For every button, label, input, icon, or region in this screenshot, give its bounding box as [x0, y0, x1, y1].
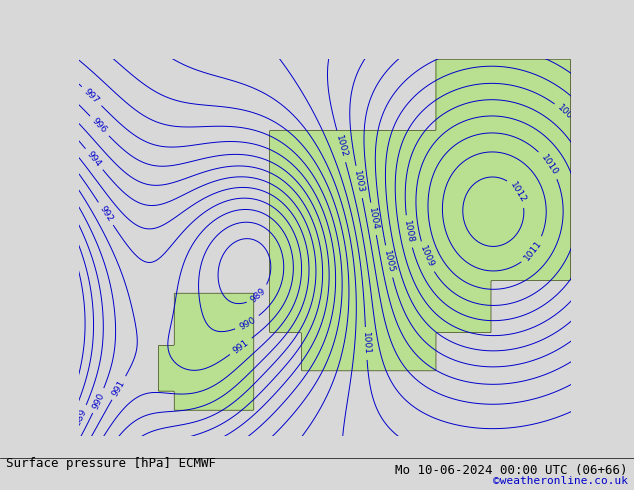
Text: 977: 977	[0, 236, 11, 255]
Text: 986: 986	[0, 150, 15, 169]
Text: 996: 996	[90, 117, 108, 135]
Text: 980: 980	[21, 374, 36, 394]
Text: 993: 993	[88, 459, 105, 478]
Text: 997: 997	[82, 87, 101, 105]
Text: 981: 981	[3, 421, 20, 440]
Text: 1010: 1010	[539, 152, 559, 177]
Text: ©weatheronline.co.uk: ©weatheronline.co.uk	[493, 476, 628, 486]
Text: Surface pressure [hPa] ECMWF: Surface pressure [hPa] ECMWF	[6, 457, 216, 469]
Text: 989: 989	[249, 286, 268, 304]
Text: 984: 984	[16, 191, 33, 210]
Text: 974: 974	[0, 340, 8, 358]
Text: 1006: 1006	[591, 274, 610, 298]
Text: 1003: 1003	[353, 170, 366, 194]
Text: 1008: 1008	[402, 220, 415, 244]
Text: Mo 10-06-2024 00:00 UTC (06+66): Mo 10-06-2024 00:00 UTC (06+66)	[395, 464, 628, 477]
Text: 1007: 1007	[556, 103, 579, 126]
Text: 995: 995	[101, 484, 119, 490]
Text: 978: 978	[0, 395, 15, 414]
Text: 1009: 1009	[418, 245, 436, 270]
Text: 990: 990	[238, 315, 257, 331]
Text: 979: 979	[0, 214, 13, 234]
Text: 1005: 1005	[382, 249, 396, 273]
Text: 986: 986	[44, 415, 60, 435]
Text: 982: 982	[22, 224, 38, 244]
Text: 983: 983	[2, 442, 20, 461]
Text: 975: 975	[0, 263, 10, 282]
Text: 999: 999	[244, 479, 262, 490]
Text: 994: 994	[85, 149, 103, 169]
Text: 991: 991	[231, 338, 250, 355]
Text: 976: 976	[0, 373, 11, 392]
Text: 1000: 1000	[129, 25, 152, 47]
Text: 1004: 1004	[367, 207, 380, 231]
Text: 1011: 1011	[522, 239, 544, 262]
Text: 1001: 1001	[361, 332, 371, 355]
Text: 988: 988	[47, 188, 63, 208]
Text: 991: 991	[110, 378, 127, 398]
Text: 989: 989	[73, 408, 88, 427]
Text: 990: 990	[91, 391, 106, 411]
Text: 1012: 1012	[508, 180, 528, 205]
Text: 985: 985	[38, 411, 54, 431]
Text: 1002: 1002	[334, 134, 349, 159]
Text: 992: 992	[98, 204, 114, 223]
Text: 998: 998	[215, 465, 234, 482]
Text: 987: 987	[53, 213, 68, 232]
